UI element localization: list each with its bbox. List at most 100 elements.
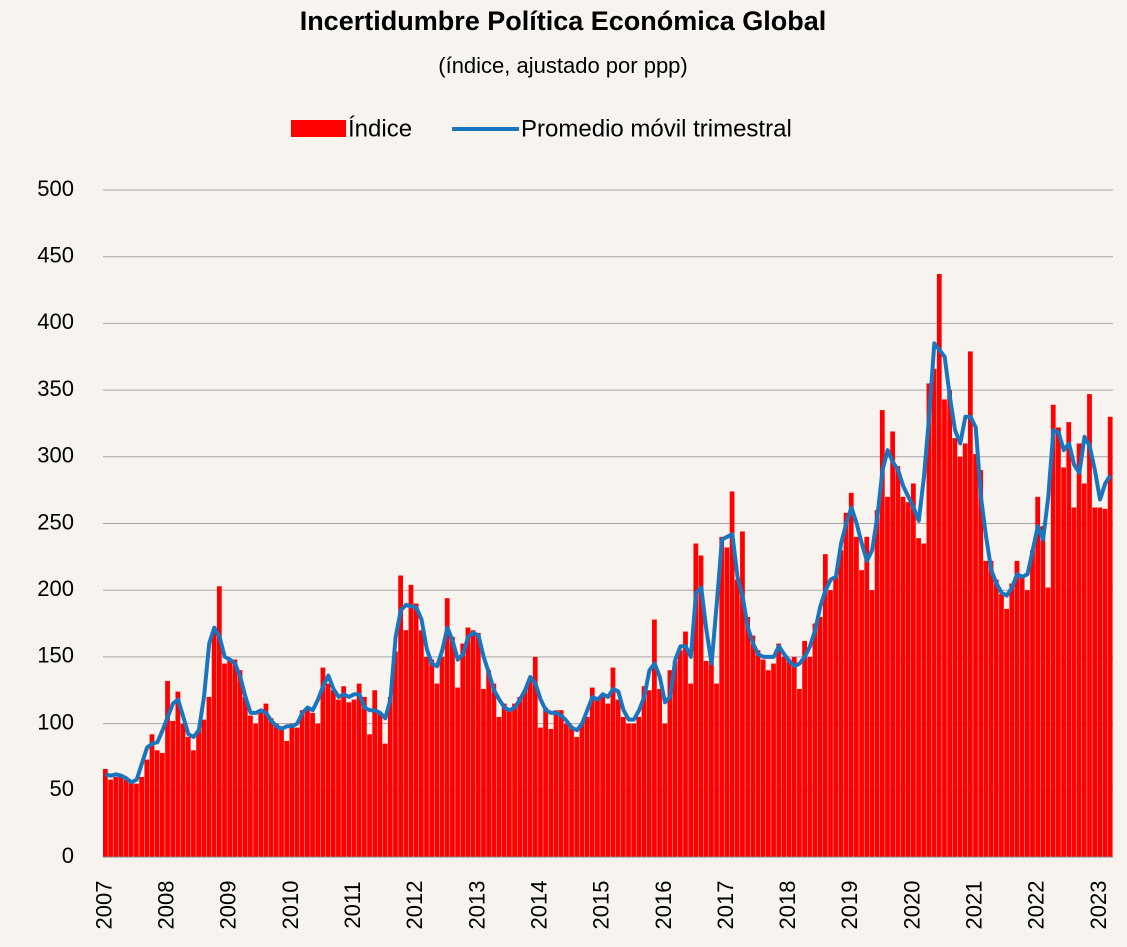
y-tick-label: 400: [37, 309, 74, 334]
x-tick-label: 2007: [91, 881, 116, 930]
bar: [822, 554, 828, 857]
bar: [475, 632, 481, 857]
bar: [745, 616, 751, 857]
bar: [781, 656, 787, 857]
legend-swatch: [291, 120, 346, 137]
y-tick-label: 300: [37, 443, 74, 468]
chart-subtitle: (índice, ajustado por ppp): [438, 53, 688, 78]
bar: [988, 560, 994, 857]
bar: [714, 683, 719, 857]
bar: [232, 659, 238, 857]
bar: [113, 776, 119, 857]
line: [105, 341, 1113, 785]
bar: [134, 783, 139, 857]
bar: [698, 555, 704, 857]
bar: [947, 390, 953, 857]
bar: [367, 734, 372, 857]
bar: [418, 630, 424, 857]
x-tick-label: 2012: [402, 881, 427, 930]
bar: [315, 723, 321, 857]
bar: [973, 454, 978, 857]
bar: [885, 496, 890, 857]
bar: [703, 660, 709, 857]
bar: [791, 656, 797, 857]
bar: [1009, 583, 1015, 857]
bar: [1004, 608, 1009, 857]
bar: [154, 750, 160, 857]
bar: [729, 491, 735, 857]
x-tick-label: 2010: [278, 881, 303, 930]
bar: [413, 603, 419, 857]
bar: [1035, 496, 1041, 857]
bar: [149, 734, 155, 857]
bar: [677, 650, 683, 857]
bar: [1019, 576, 1025, 857]
bar: [646, 690, 652, 857]
bar: [688, 683, 694, 857]
bar: [1081, 483, 1087, 857]
bar: [931, 368, 937, 857]
y-tick-label: 350: [37, 376, 74, 401]
bar: [771, 663, 776, 857]
bar: [548, 728, 554, 857]
bar: [957, 456, 963, 857]
bar: [983, 560, 989, 857]
x-tick-label: 2015: [589, 881, 614, 930]
bar: [372, 690, 378, 857]
bar: [786, 659, 792, 857]
bar: [253, 723, 258, 857]
bar: [595, 699, 600, 857]
bar: [584, 716, 590, 857]
bar: [170, 720, 176, 857]
bar: [802, 640, 807, 857]
y-tick-label: 100: [37, 709, 74, 734]
bar: [206, 696, 212, 857]
bar: [460, 643, 466, 857]
bar: [760, 659, 766, 857]
bar: [165, 680, 170, 857]
bar: [517, 696, 523, 857]
bar: [273, 723, 279, 857]
bar: [377, 712, 383, 857]
bar: [248, 715, 253, 857]
bar: [1030, 550, 1035, 857]
bar: [833, 576, 839, 857]
bar: [610, 667, 616, 857]
bar: [310, 712, 315, 857]
bar: [662, 723, 668, 857]
bar: [538, 727, 543, 857]
bar: [916, 538, 921, 857]
bar: [305, 707, 310, 857]
bar: [237, 670, 243, 857]
bar: [1102, 508, 1108, 857]
bar: [926, 383, 932, 857]
bar: [139, 776, 145, 857]
x-tick-label: 2008: [154, 881, 179, 930]
bar: [159, 752, 165, 857]
bar: [921, 543, 927, 857]
bar: [615, 699, 621, 857]
bar: [211, 631, 217, 857]
bar: [874, 510, 880, 857]
bar: [797, 688, 802, 857]
bar: [838, 550, 844, 857]
bar: [496, 716, 502, 857]
bar: [356, 683, 362, 857]
bar: [227, 659, 233, 857]
bar: [512, 703, 517, 857]
bar: [553, 710, 559, 857]
bar: [812, 623, 818, 857]
bar: [289, 723, 295, 857]
bar: [294, 727, 300, 857]
bar: [144, 759, 150, 857]
bar: [201, 719, 207, 857]
bar: [936, 274, 942, 857]
bar: [1076, 443, 1082, 857]
bar: [258, 710, 264, 857]
bar: [740, 531, 745, 857]
bar: [667, 670, 673, 857]
bar: [1045, 587, 1051, 857]
bar: [890, 431, 896, 857]
bar: [719, 536, 725, 857]
bar: [589, 687, 595, 857]
